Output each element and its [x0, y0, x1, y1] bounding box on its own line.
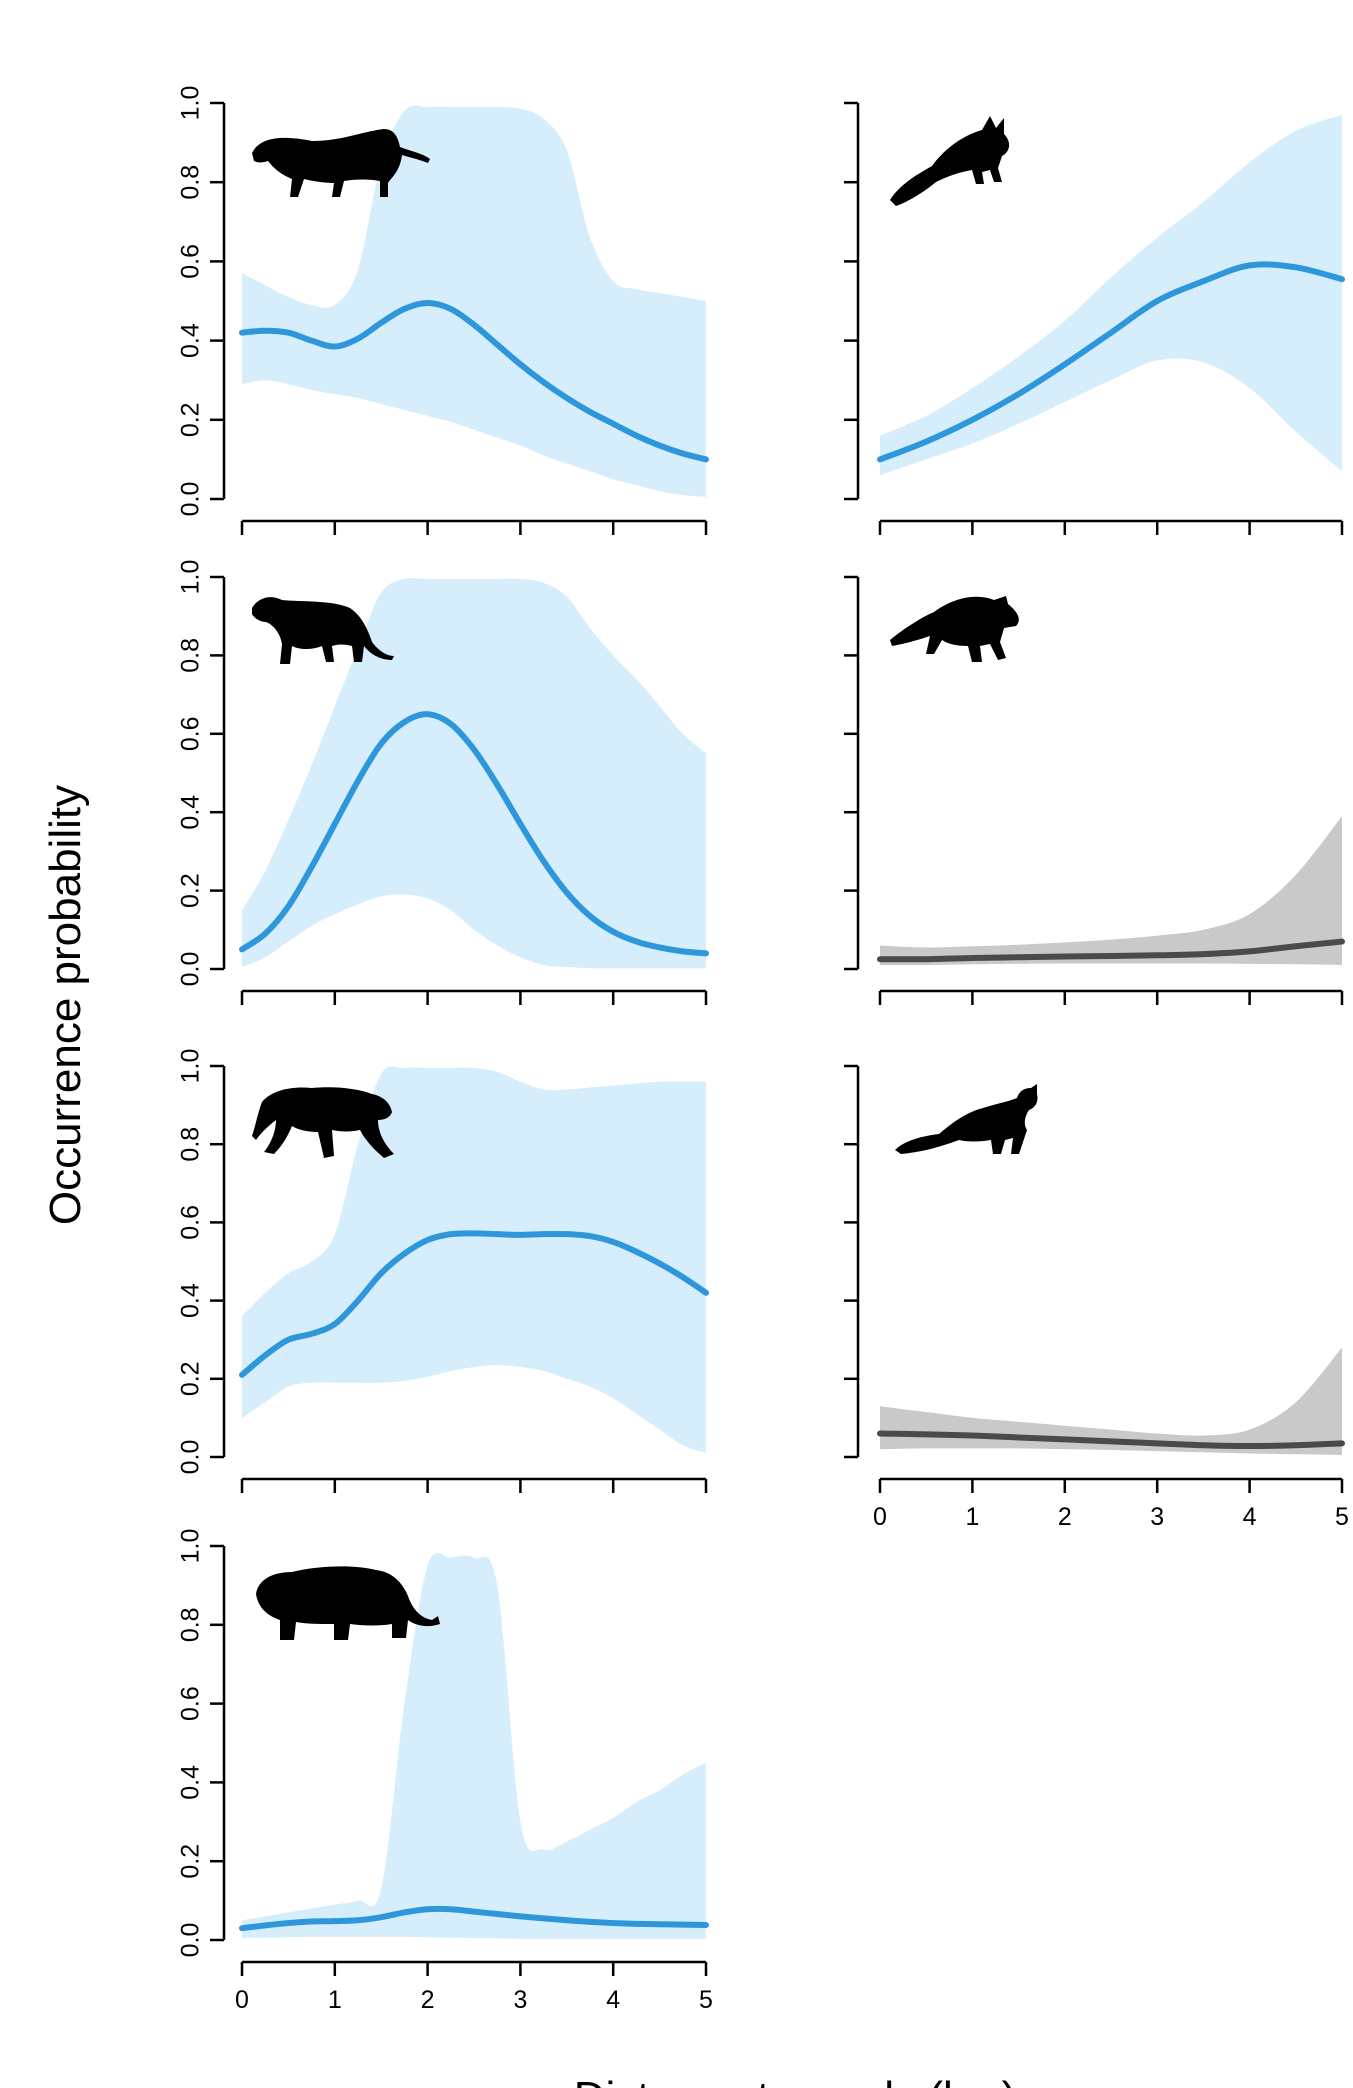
- chart-panel-right-2: [844, 575, 1345, 1005]
- confidence-band: [242, 577, 706, 969]
- y-tick-label: 0.4: [177, 1765, 205, 1800]
- chart-panel-right-3: 0 1 2 3 4 5: [844, 1064, 1349, 1531]
- y-tick-label: 0.6: [177, 1205, 205, 1240]
- y-tick-label: 0.8: [177, 1607, 205, 1642]
- coati-silhouette-icon: [890, 596, 1019, 662]
- chart-panel-left-4: 0.0 0.2 0.4 0.6 0.8 1.0 0 1 2 3 4 5: [177, 1529, 713, 2014]
- tayra-silhouette-icon: [895, 1084, 1038, 1154]
- small-cat-silhouette-icon: [252, 129, 430, 197]
- x-tick-label: 0: [873, 1503, 887, 1531]
- chart-panel-left-2: 0.0 0.2 0.4 0.6 0.8 1.0: [177, 560, 709, 1005]
- y-tick-label: 0.2: [177, 402, 205, 437]
- y-tick-label: 0.4: [177, 1283, 205, 1318]
- y-tick-label: 1.0: [177, 1049, 205, 1084]
- x-tick-label: 2: [1058, 1503, 1072, 1531]
- y-tick-label: 0.2: [177, 873, 205, 908]
- x-tick-label: 0: [235, 1986, 249, 2014]
- mean-occurrence-line: [239, 1230, 709, 1378]
- confidence-band: [880, 114, 1342, 476]
- mean-occurrence-line: [239, 1905, 709, 1932]
- y-tick-label: 1.0: [177, 86, 205, 121]
- y-tick-label: 0.4: [177, 323, 205, 358]
- y-tick-label: 0.8: [177, 165, 205, 200]
- mean-occurrence-line: [239, 299, 709, 463]
- jaguarundi-silhouette-icon: [252, 597, 394, 664]
- confidence-band: [880, 816, 1342, 966]
- x-tick-label: 2: [421, 1986, 435, 2014]
- y-tick-label: 1.0: [177, 1529, 205, 1564]
- mean-occurrence-line: [877, 261, 1345, 463]
- y-tick-label: 0.0: [177, 1440, 205, 1475]
- confidence-band: [242, 1066, 706, 1454]
- chart-panel-right-1: [844, 101, 1345, 535]
- y-tick-label: 0.6: [177, 244, 205, 279]
- fox-silhouette-icon: [890, 116, 1010, 206]
- y-tick-label: 0.0: [177, 952, 205, 987]
- mean-occurrence-line: [877, 938, 1345, 963]
- y-tick-label: 0.4: [177, 795, 205, 830]
- x-tick-label: 5: [699, 1986, 713, 2014]
- x-tick-label: 4: [1243, 1503, 1257, 1531]
- x-tick-label: 3: [1150, 1503, 1164, 1531]
- y-tick-label: 0.8: [177, 1127, 205, 1162]
- y-tick-label: 0.0: [177, 482, 205, 517]
- y-tick-label: 0.8: [177, 638, 205, 673]
- x-tick-label: 1: [328, 1986, 342, 2014]
- confidence-band: [880, 1347, 1342, 1456]
- mean-occurrence-line: [877, 1430, 1345, 1450]
- ocelot-silhouette-icon: [252, 1087, 394, 1158]
- mean-occurrence-line: [239, 711, 709, 957]
- y-tick-label: 0.6: [177, 1686, 205, 1721]
- x-tick-label: 5: [1335, 1503, 1349, 1531]
- confidence-band: [242, 105, 706, 498]
- chart-panel-left-1: 0.0 0.2 0.4 0.6 0.8 1.0: [177, 86, 709, 535]
- puma-silhouette-icon: [256, 1566, 440, 1640]
- x-axis-title: Distance to roads (km): [574, 2073, 1017, 2088]
- confidence-band: [242, 1552, 706, 1939]
- x-tick-label: 3: [513, 1986, 527, 2014]
- x-tick-label: 1: [965, 1503, 979, 1531]
- y-tick-label: 0.0: [177, 1923, 205, 1958]
- y-tick-label: 0.2: [177, 1361, 205, 1396]
- y-tick-label: 1.0: [177, 560, 205, 595]
- y-tick-label: 0.2: [177, 1844, 205, 1879]
- y-axis-title: Occurrence probability: [41, 785, 90, 1225]
- x-tick-label: 4: [606, 1986, 620, 2014]
- chart-panel-left-3: 0.0 0.2 0.4 0.6 0.8 1.0: [177, 1049, 709, 1493]
- panels: 0.00.20.40.60.81.00.00.20.40.60.81.00.00…: [177, 86, 1349, 2014]
- y-tick-label: 0.6: [177, 716, 205, 751]
